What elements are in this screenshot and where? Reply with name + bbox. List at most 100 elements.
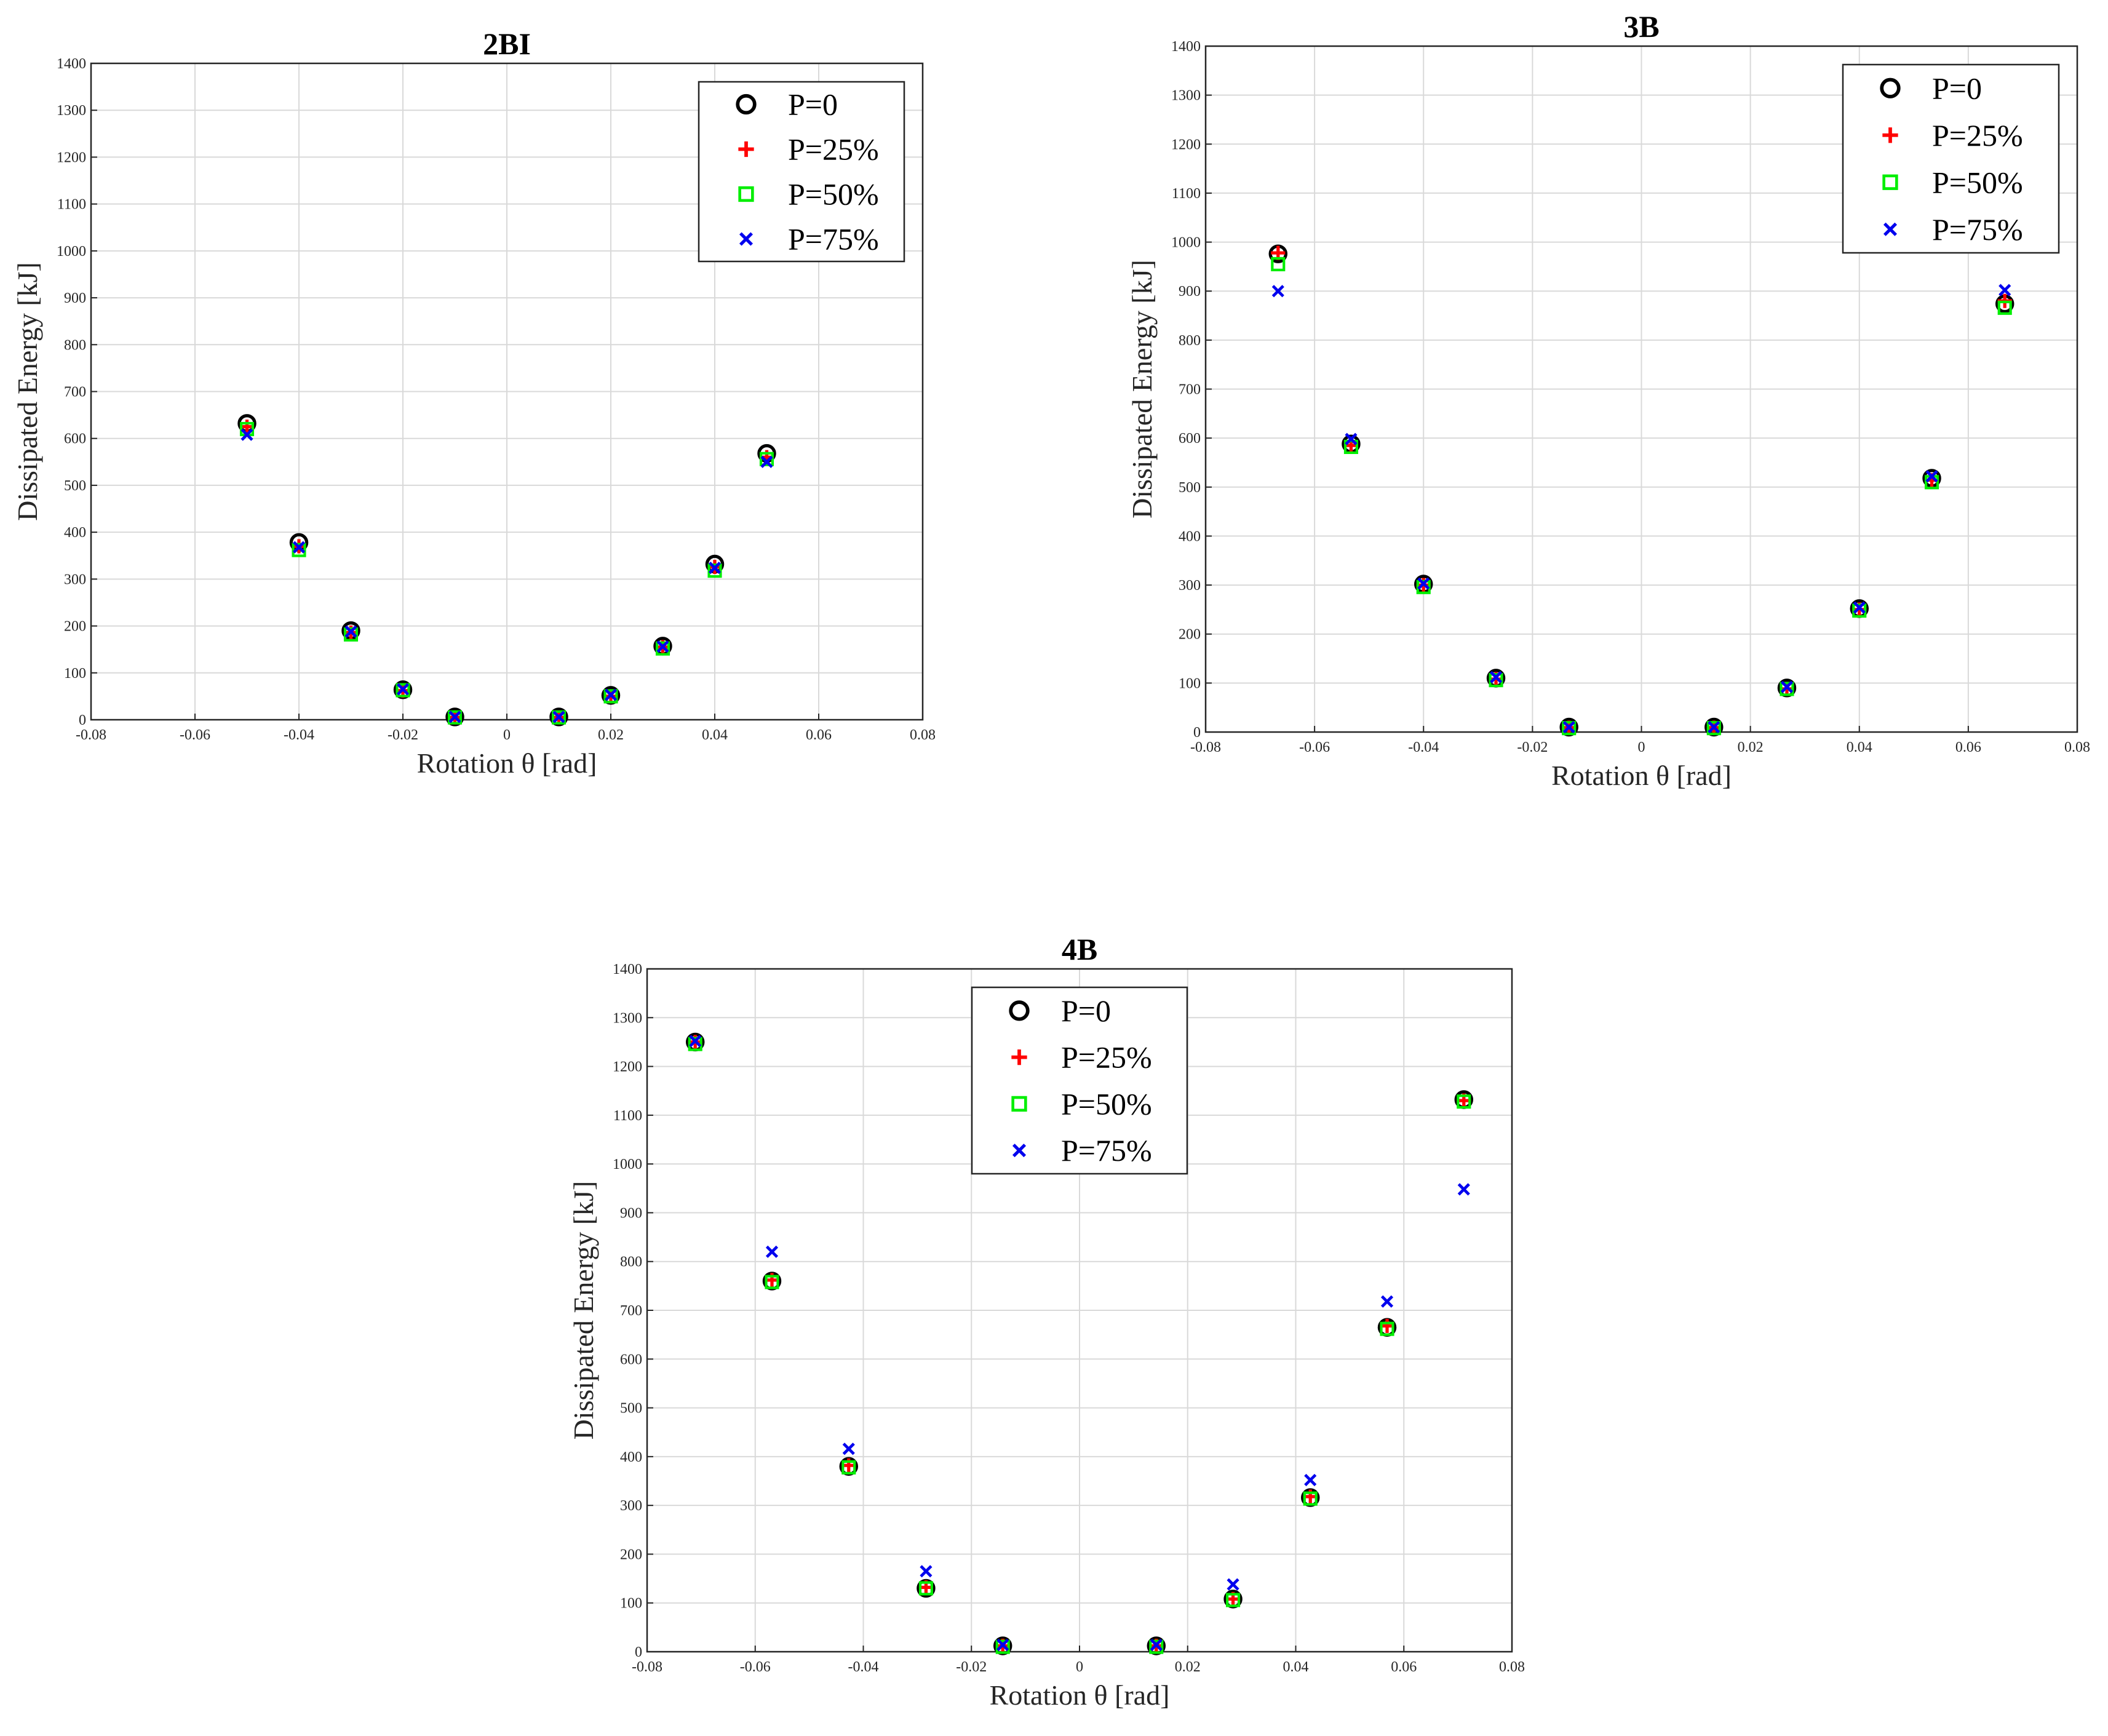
x-tick-label: -0.08 bbox=[1190, 739, 1221, 755]
legend-label: P=25% bbox=[1932, 118, 2023, 153]
y-tick-label: 600 bbox=[620, 1352, 642, 1368]
x-tick-label: -0.02 bbox=[956, 1659, 987, 1675]
y-tick-label: 400 bbox=[1179, 528, 1201, 544]
x-axis-label: Rotation θ [rad] bbox=[990, 1679, 1170, 1711]
data-point bbox=[707, 563, 722, 578]
y-tick-label: 900 bbox=[1179, 284, 1201, 300]
y-tick-label: 300 bbox=[620, 1498, 642, 1514]
legend: P=0 P=25% P=50% P=75% bbox=[971, 986, 1188, 1175]
y-tick-label: 1100 bbox=[613, 1108, 642, 1124]
y-tick-label: 1400 bbox=[613, 962, 642, 977]
y-tick-label: 400 bbox=[620, 1449, 642, 1465]
data-point bbox=[1457, 1183, 1470, 1196]
x-tick-label: 0.08 bbox=[910, 727, 936, 743]
data-point bbox=[656, 640, 669, 653]
legend-box bbox=[1842, 63, 2060, 254]
x-tick-label: 0.04 bbox=[1847, 739, 1872, 755]
data-point bbox=[689, 1035, 702, 1048]
y-tick-label: 400 bbox=[64, 525, 86, 541]
legend-label: P=50% bbox=[788, 177, 879, 212]
y-tick-label: 300 bbox=[64, 571, 86, 587]
y-tick-label: 900 bbox=[64, 290, 86, 306]
data-point bbox=[1271, 257, 1286, 271]
x-tick-label: 0.02 bbox=[1175, 1659, 1201, 1675]
legend-marker bbox=[1880, 78, 1901, 98]
data-point bbox=[1303, 1491, 1318, 1506]
legend-label: P=75% bbox=[788, 222, 879, 257]
x-tick-label: -0.06 bbox=[1299, 739, 1330, 755]
y-tick-label: 300 bbox=[1179, 578, 1201, 594]
y-tick-label: 600 bbox=[1179, 431, 1201, 447]
legend-marker bbox=[1011, 1096, 1027, 1112]
legend-marker bbox=[736, 94, 757, 115]
x-tick-label: 0.02 bbox=[1738, 739, 1764, 755]
data-point bbox=[1226, 1593, 1241, 1607]
data-point bbox=[396, 683, 410, 698]
legend-label: P=0 bbox=[1061, 993, 1111, 1028]
data-point bbox=[1562, 720, 1575, 734]
data-point bbox=[445, 707, 464, 727]
y-tick-label: 500 bbox=[620, 1401, 642, 1417]
y-tick-label: 1300 bbox=[613, 1010, 642, 1026]
data-point bbox=[1380, 1321, 1394, 1336]
x-tick-label: -0.04 bbox=[848, 1659, 879, 1675]
y-tick-label: 0 bbox=[635, 1644, 642, 1660]
legend-marker bbox=[738, 141, 754, 157]
data-point bbox=[447, 710, 463, 725]
data-point bbox=[765, 1245, 779, 1258]
series-2 bbox=[688, 1037, 1471, 1654]
data-point bbox=[1708, 720, 1720, 734]
legend: P=0 P=25% P=50% P=75% bbox=[698, 81, 905, 263]
series-2 bbox=[1271, 257, 2012, 736]
x-tick-label: 0.08 bbox=[2064, 739, 2090, 755]
chart-0: -0.08 -0.06 -0.04 -0.02 0 0.02 0.04 0.06 0.08 0 10… bbox=[12, 26, 936, 779]
data-point bbox=[1489, 671, 1503, 683]
legend-label: P=50% bbox=[1061, 1086, 1152, 1121]
y-tick-label: 600 bbox=[64, 431, 86, 447]
series-3 bbox=[1271, 284, 2011, 734]
legend-label: P=75% bbox=[1061, 1133, 1152, 1168]
legend-label: P=75% bbox=[1932, 212, 2023, 247]
legend-marker bbox=[739, 232, 754, 246]
chart-2: -0.08 -0.06 -0.04 -0.02 0 0.02 0.04 0.06 0.08 0 10… bbox=[568, 932, 1525, 1711]
legend-marker bbox=[1011, 1049, 1027, 1065]
chart-1: -0.08 -0.06 -0.04 -0.02 0 0.02 0.04 0.06 0.08 0 10… bbox=[1126, 9, 2090, 791]
y-tick-label: 1300 bbox=[57, 103, 86, 119]
x-tick-label: 0.04 bbox=[1283, 1659, 1309, 1675]
x-tick-label: -0.02 bbox=[388, 727, 418, 743]
data-point bbox=[1150, 1638, 1163, 1651]
chart-title: 4B bbox=[1062, 932, 1097, 966]
y-tick-label: 700 bbox=[64, 384, 86, 400]
legend-marker bbox=[1882, 127, 1898, 143]
y-tick-label: 1200 bbox=[57, 149, 86, 165]
y-tick-label: 1100 bbox=[57, 197, 86, 213]
legend-marker bbox=[1882, 174, 1898, 190]
data-point bbox=[1489, 673, 1503, 688]
data-point bbox=[841, 1460, 856, 1475]
data-point bbox=[1780, 682, 1794, 696]
series-2 bbox=[239, 421, 774, 725]
chart-title: 3B bbox=[1623, 9, 1659, 44]
data-point bbox=[1925, 470, 1938, 483]
x-axis-label: Rotation θ [rad] bbox=[417, 747, 597, 779]
legend-label: P=0 bbox=[788, 87, 838, 122]
data-point bbox=[1706, 721, 1721, 736]
x-tick-label: 0.06 bbox=[806, 727, 832, 743]
data-point bbox=[241, 428, 253, 441]
data-point bbox=[1852, 603, 1867, 618]
x-tick-label: -0.06 bbox=[740, 1659, 771, 1675]
x-tick-label: -0.02 bbox=[1517, 739, 1548, 755]
legend-label: P=25% bbox=[788, 132, 879, 167]
legend-label: P=0 bbox=[1932, 71, 1982, 105]
chart-title: 2BI bbox=[483, 26, 531, 61]
y-tick-label: 700 bbox=[620, 1303, 642, 1319]
legend-marker bbox=[1883, 222, 1898, 236]
data-point bbox=[1997, 300, 2012, 315]
x-tick-label: -0.06 bbox=[180, 727, 210, 743]
y-tick-label: 1000 bbox=[57, 244, 86, 260]
data-point bbox=[708, 561, 722, 575]
y-tick-label: 200 bbox=[64, 619, 86, 635]
x-axis-label: Rotation θ [rad] bbox=[1551, 760, 1732, 791]
data-point bbox=[1417, 577, 1430, 590]
